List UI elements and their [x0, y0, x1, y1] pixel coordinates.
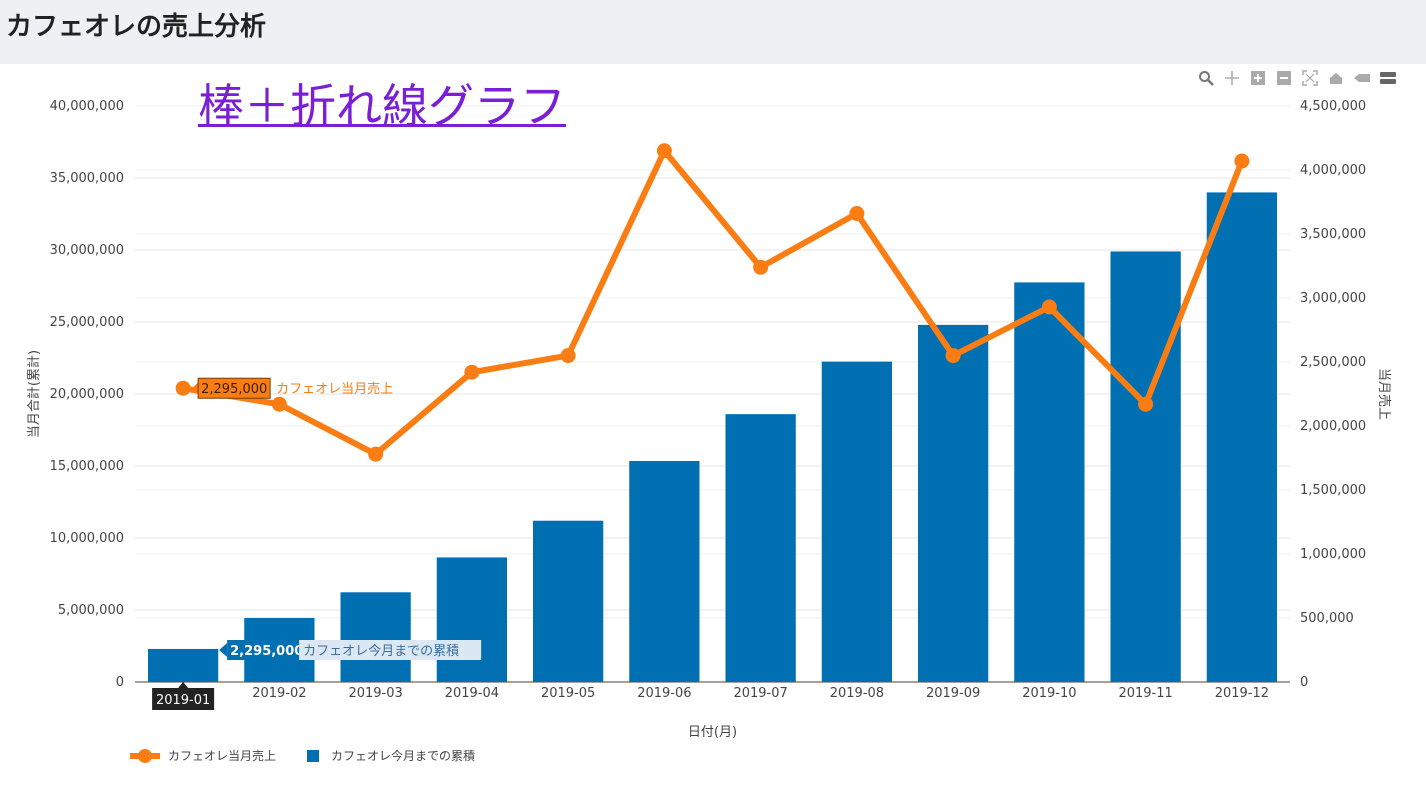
legend-line-marker [138, 749, 152, 763]
x-tick-label: 2019-08 [830, 686, 884, 701]
y-right-tick-label: 2,500,000 [1300, 355, 1366, 370]
bar [917, 324, 989, 682]
line-hover-series: カフェオレ当月売上 [276, 381, 393, 397]
line-point [368, 446, 384, 462]
spike-lines-icon[interactable] [1352, 68, 1372, 88]
line-point [849, 206, 865, 222]
page-title: カフェオレの売上分析 [6, 12, 267, 42]
chart-type-annotation[interactable]: 棒＋折れ線グラフ [198, 79, 566, 133]
line-hover-value: 2,295,000 [201, 382, 267, 397]
y-left-tick-label: 30,000,000 [50, 243, 124, 258]
bar-hover-value: 2,295,000 [230, 644, 303, 659]
bar [436, 557, 508, 682]
bar [340, 592, 411, 682]
x-tick-label: 2019-12 [1215, 686, 1269, 701]
bar [532, 520, 604, 682]
bar-hover-series-box [299, 640, 482, 660]
bar [147, 648, 219, 682]
legend-bar-label: カフェオレ今月までの累積 [331, 748, 475, 763]
pan-icon[interactable] [1222, 68, 1242, 88]
legend-bar-swatch [307, 750, 319, 762]
autoscale-icon[interactable] [1300, 68, 1320, 88]
bar [1110, 251, 1181, 682]
line-point [271, 396, 287, 412]
y-right-axis-title: 当月売上 [1376, 368, 1392, 420]
bar-hover-pointer [219, 643, 228, 657]
x-tick-label: 2019-09 [926, 686, 980, 701]
x-tick-label: 2019-11 [1118, 686, 1172, 701]
y-left-tick-label: 25,000,000 [50, 315, 124, 330]
bar-hover-box [227, 640, 300, 660]
line-point [656, 143, 672, 159]
x-tick-label: 2019-07 [733, 686, 787, 701]
compare-data-icon[interactable] [1378, 68, 1398, 88]
y-right-tick-label: 2,000,000 [1300, 419, 1366, 434]
x-axis-title: 日付(月) [688, 725, 737, 740]
line-point [1041, 299, 1057, 315]
y-left-tick-label: 40,000,000 [50, 99, 124, 114]
legend-line-label: カフェオレ当月売上 [168, 748, 276, 763]
bar [1206, 192, 1278, 682]
y-right-tick-label: 3,000,000 [1300, 291, 1366, 306]
y-left-tick-label: 35,000,000 [50, 171, 124, 186]
zoom-icon[interactable] [1196, 68, 1216, 88]
x-tick-label: 2019-03 [348, 686, 402, 701]
line-hover-pointer [192, 382, 199, 395]
line-point [175, 380, 191, 396]
zoom-out-icon[interactable] [1274, 68, 1294, 88]
y-right-tick-label: 4,500,000 [1300, 99, 1366, 114]
y-right-tick-label: 1,500,000 [1300, 483, 1366, 498]
header-bar [0, 0, 1426, 64]
line-point [1234, 153, 1250, 169]
x-hover-label: 2019-01 [156, 693, 210, 708]
y-right-tick-label: 4,000,000 [1300, 163, 1366, 178]
line-hover-box [197, 377, 271, 399]
y-left-tick-label: 10,000,000 [50, 531, 124, 546]
x-tick-label: 2019-10 [1022, 686, 1076, 701]
zoom-in-icon[interactable] [1248, 68, 1268, 88]
home-icon[interactable] [1326, 68, 1346, 88]
bar [629, 460, 700, 682]
y-left-tick-label: 20,000,000 [50, 387, 124, 402]
chart-modebar [1196, 66, 1398, 90]
line-point [464, 364, 480, 380]
series-line [182, 147, 1245, 458]
line-point [753, 259, 769, 275]
y-right-tick-label: 0 [1300, 675, 1308, 690]
bar-hover-series: カフェオレ今月までの累積 [303, 643, 459, 659]
y-right-tick-label: 1,000,000 [1300, 547, 1366, 562]
x-hover-pointer [178, 682, 189, 688]
y-left-tick-label: 5,000,000 [58, 603, 124, 618]
bar [1014, 282, 1085, 682]
x-hover-box [152, 688, 215, 710]
y-left-tick-label: 0 [116, 675, 124, 690]
y-left-tick-label: 15,000,000 [50, 459, 124, 474]
bar [821, 361, 893, 682]
y-right-tick-label: 3,500,000 [1300, 227, 1366, 242]
line-point [560, 348, 576, 364]
x-tick-label: 2019-02 [252, 686, 306, 701]
x-tick-label: 2019-05 [541, 686, 595, 701]
line-point [1138, 396, 1154, 412]
line-point [945, 348, 961, 364]
x-tick-label: 2019-06 [637, 686, 691, 701]
y-left-axis-title: 当月合計(累計) [26, 350, 42, 438]
x-tick-label: 2019-04 [445, 686, 499, 701]
y-right-tick-label: 500,000 [1300, 611, 1354, 626]
bar [725, 414, 796, 682]
